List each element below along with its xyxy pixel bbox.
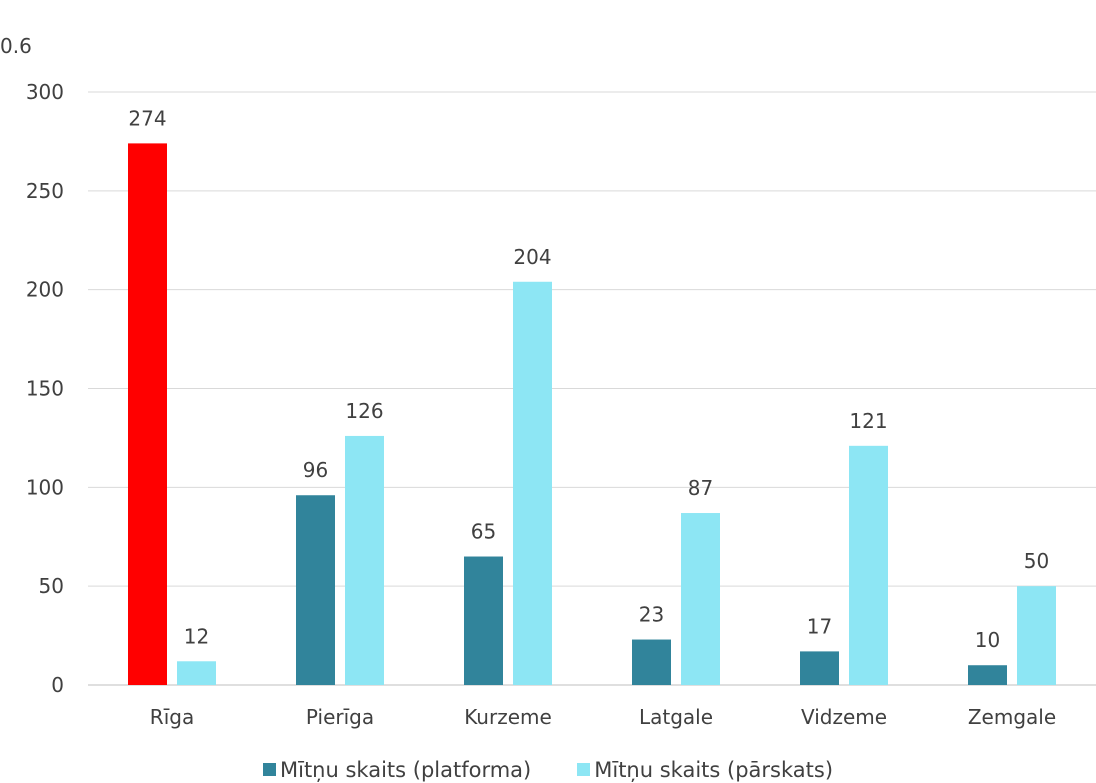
x-tick-label: Kurzeme	[464, 705, 552, 729]
data-label: 274	[128, 106, 166, 130]
bar	[1017, 586, 1056, 685]
bar	[464, 556, 503, 685]
legend-item-platforma: Mītņu skaits (platforma)	[262, 757, 532, 782]
legend-item-parskats: Mītņu skaits (pārskats)	[577, 758, 833, 782]
y-tick-label: 50	[39, 574, 64, 598]
data-label: 17	[807, 614, 832, 638]
bar	[128, 143, 167, 686]
bar	[681, 513, 720, 685]
bar	[513, 281, 552, 685]
bar	[800, 651, 839, 685]
data-label: 121	[849, 409, 887, 433]
bar	[968, 665, 1007, 685]
corner-value-label: 0.6	[0, 34, 32, 58]
bar	[632, 639, 671, 685]
legend-label-platforma: Mītņu skaits (platforma)	[279, 757, 532, 782]
data-label: 12	[184, 624, 209, 648]
y-tick-label: 0	[51, 673, 64, 697]
x-tick-label: Pierīga	[306, 705, 374, 729]
data-label: 96	[303, 458, 328, 482]
bar	[177, 661, 216, 685]
y-tick-label: 250	[26, 179, 64, 203]
legend-swatch-parskats	[577, 763, 591, 776]
data-label: 50	[1024, 549, 1049, 573]
data-label: 204	[513, 245, 551, 269]
legend-swatch-platforma	[262, 763, 276, 776]
bar	[849, 445, 888, 685]
x-tick-label: Latgale	[639, 705, 713, 729]
x-tick-label: Vidzeme	[801, 705, 887, 729]
bar-chart: 0 50 100 150 200 250 300 Rīga Pierīga Kurzeme Latg…	[26, 80, 1096, 729]
data-label: 87	[688, 476, 713, 500]
data-label: 65	[471, 520, 496, 544]
legend-label-parskats: Mītņu skaits (pārskats)	[594, 757, 834, 782]
y-tick-label: 150	[26, 377, 64, 401]
y-tick-label: 300	[26, 80, 64, 104]
x-tick-label: Rīga	[150, 705, 194, 729]
y-tick-label: 200	[26, 278, 64, 302]
data-label: 126	[345, 399, 383, 423]
chart-legend: Mītņu skaits (platforma) Mītņu skaits (p…	[0, 756, 1096, 783]
data-label: 23	[639, 603, 664, 627]
data-label: 10	[975, 628, 1000, 652]
x-tick-label: Zemgale	[968, 705, 1056, 729]
bar	[345, 435, 384, 685]
bar	[296, 495, 335, 685]
y-tick-label: 100	[26, 475, 64, 499]
